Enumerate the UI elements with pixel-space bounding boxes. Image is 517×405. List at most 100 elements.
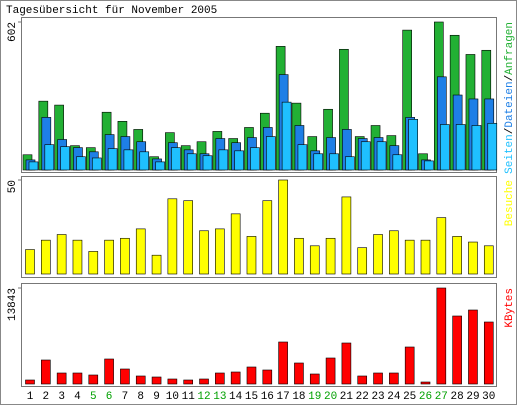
bar xyxy=(183,200,193,275)
x-tick-label: 1 xyxy=(27,391,34,403)
bar xyxy=(278,341,288,385)
bar xyxy=(123,149,134,171)
bar xyxy=(468,241,478,275)
x-tick-label: 23 xyxy=(371,391,384,403)
bar xyxy=(56,234,67,275)
bar xyxy=(25,249,35,275)
bar xyxy=(230,213,241,275)
bar xyxy=(389,230,399,275)
x-tick-label: 6 xyxy=(106,391,113,403)
bar xyxy=(155,161,165,171)
bar xyxy=(440,124,450,171)
bar xyxy=(230,371,241,385)
x-tick-label: 28 xyxy=(451,391,464,403)
bar xyxy=(120,368,130,385)
x-tick-label: 19 xyxy=(308,391,321,403)
bar xyxy=(88,374,99,385)
bar xyxy=(171,147,181,171)
panel xyxy=(21,283,497,387)
bar xyxy=(357,247,368,275)
bar xyxy=(452,315,462,385)
bar xyxy=(135,228,146,275)
bar xyxy=(471,125,482,171)
bar xyxy=(281,101,292,171)
x-tick-label: 16 xyxy=(261,391,274,403)
bar xyxy=(202,155,213,171)
legend-entry: Dateien xyxy=(504,81,516,127)
legend-separator: / xyxy=(504,128,516,135)
bar xyxy=(139,151,150,171)
bar xyxy=(329,153,339,171)
x-tick-label: 17 xyxy=(277,391,290,403)
x-tick-label: 22 xyxy=(356,391,369,403)
bar xyxy=(60,146,70,171)
x-tick-label: 9 xyxy=(153,391,160,403)
legend: Seiten/Dateien/Anfragen xyxy=(504,22,516,174)
bar xyxy=(487,122,498,171)
bar xyxy=(183,379,193,385)
legend: KBytes xyxy=(504,288,516,328)
legend-entry: Besuche xyxy=(504,180,516,226)
bar xyxy=(41,359,51,385)
x-tick-label: 5 xyxy=(90,391,97,403)
bar xyxy=(404,239,415,275)
bar xyxy=(389,372,399,385)
bar xyxy=(455,124,466,171)
bar xyxy=(373,234,383,275)
x-tick-label: 30 xyxy=(482,391,495,403)
bar xyxy=(408,119,418,171)
bar xyxy=(186,153,197,171)
bar xyxy=(72,372,83,385)
panel xyxy=(21,176,497,278)
x-tick-label: 14 xyxy=(229,391,243,403)
bar xyxy=(215,372,225,385)
bar xyxy=(199,378,209,385)
chart-title: Tagesübersicht für November 2005 xyxy=(6,5,217,17)
x-tick-label: 4 xyxy=(74,391,81,403)
legend-entry: Seiten xyxy=(504,134,516,174)
bar xyxy=(313,153,324,171)
bar xyxy=(265,136,276,171)
legend-entry: KBytes xyxy=(504,288,516,328)
bar xyxy=(420,239,431,275)
x-tick-label: 15 xyxy=(245,391,258,403)
bar xyxy=(25,379,35,385)
x-tick-label: 18 xyxy=(292,391,305,403)
bar xyxy=(41,239,51,275)
bar xyxy=(341,342,352,385)
bar xyxy=(28,161,39,171)
bar xyxy=(167,198,178,275)
bar xyxy=(452,236,462,275)
x-tick-label: 29 xyxy=(466,391,479,403)
bar xyxy=(392,154,403,171)
bar xyxy=(107,148,118,171)
x-tick-label: 13 xyxy=(213,391,226,403)
bar xyxy=(404,346,415,385)
bar xyxy=(360,141,371,171)
bar xyxy=(262,200,273,275)
bar xyxy=(88,251,99,275)
y-tick-label: 602 xyxy=(7,22,19,42)
bar xyxy=(309,245,320,275)
bar xyxy=(297,144,308,171)
legend-entry: Anfragen xyxy=(504,22,516,75)
bar xyxy=(246,236,257,275)
bar xyxy=(199,230,209,275)
bar xyxy=(325,237,336,275)
y-tick-label: 13843 xyxy=(7,288,19,321)
bar xyxy=(215,228,225,275)
bar xyxy=(72,239,83,275)
x-tick-label: 3 xyxy=(58,391,65,403)
bar xyxy=(294,362,304,385)
bar xyxy=(420,381,431,385)
bar xyxy=(345,156,355,171)
bar xyxy=(218,149,229,171)
y-tick-label: 50 xyxy=(7,180,19,193)
bar xyxy=(151,254,162,275)
bar xyxy=(376,141,387,171)
bar xyxy=(262,369,273,385)
x-tick-label: 2 xyxy=(43,391,50,403)
bar xyxy=(309,373,320,385)
bar xyxy=(436,287,447,385)
